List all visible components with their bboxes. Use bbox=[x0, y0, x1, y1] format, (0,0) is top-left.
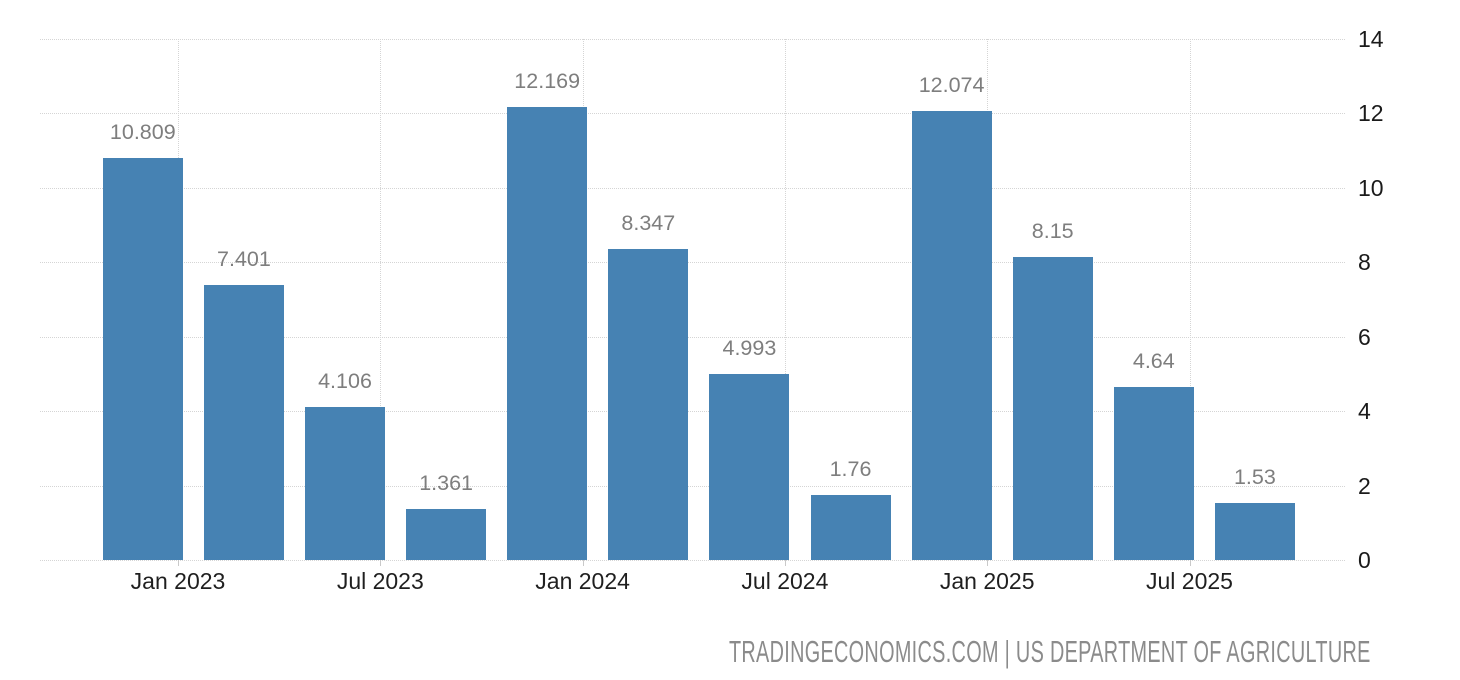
gridline-horizontal bbox=[40, 39, 1345, 40]
gridline-horizontal bbox=[40, 113, 1345, 115]
bar[interactable] bbox=[1012, 256, 1093, 560]
gridline-vertical bbox=[1189, 39, 1191, 560]
bar[interactable] bbox=[507, 107, 588, 560]
x-axis-label: Jan 2025 bbox=[939, 568, 1035, 594]
bar[interactable] bbox=[1113, 387, 1194, 560]
gridline-vertical bbox=[380, 39, 382, 560]
source-attribution: TRADINGECONOMICS.COM | US DEPARTMENT OF … bbox=[729, 634, 1371, 669]
bar[interactable] bbox=[406, 509, 487, 560]
x-axis-tick bbox=[582, 560, 584, 566]
bar[interactable] bbox=[608, 249, 689, 560]
bar[interactable] bbox=[1214, 503, 1295, 560]
y-axis-label: 14 bbox=[1358, 26, 1384, 52]
bar-value-label: 1.361 bbox=[419, 471, 473, 496]
bar[interactable] bbox=[911, 110, 992, 560]
x-axis-tick bbox=[987, 560, 989, 566]
bar-value-label: 10.809 bbox=[109, 119, 176, 144]
gridline-vertical bbox=[784, 39, 786, 560]
bar[interactable] bbox=[709, 374, 790, 560]
bar-value-label: 8.15 bbox=[1031, 218, 1074, 243]
y-axis-label: 2 bbox=[1358, 472, 1371, 499]
gridline-horizontal bbox=[40, 336, 1345, 338]
bar-value-label: 7.401 bbox=[216, 246, 271, 271]
plot-area: 10.809 7.401 4.106 1.361 12.169 8.347 4.993 1.7… bbox=[40, 39, 1345, 566]
x-axis-label: Jan 2023 bbox=[130, 568, 226, 594]
x-axis-tick bbox=[784, 560, 786, 566]
bar-value-label: 12.074 bbox=[918, 72, 985, 97]
y-axis-label: 0 bbox=[1358, 547, 1371, 573]
bar-value-label: 12.169 bbox=[514, 69, 581, 94]
gridline-horizontal bbox=[40, 485, 1345, 487]
gridline-horizontal bbox=[40, 560, 1345, 561]
y-axis-label: 12 bbox=[1358, 100, 1384, 127]
bar-value-label: 1.53 bbox=[1233, 465, 1276, 490]
x-axis-label: Jan 2024 bbox=[535, 568, 630, 594]
bar-value-label: 4.993 bbox=[722, 336, 777, 361]
x-axis-label: Jul 2023 bbox=[336, 568, 424, 594]
bar[interactable] bbox=[203, 284, 284, 560]
gridline-horizontal bbox=[40, 262, 1345, 264]
y-axis-label: 6 bbox=[1358, 323, 1371, 350]
bar[interactable] bbox=[305, 407, 385, 560]
bar-value-label: 1.76 bbox=[829, 456, 872, 481]
gridline-horizontal bbox=[40, 187, 1345, 189]
bar-value-label: 4.106 bbox=[318, 369, 372, 394]
x-axis-label: Jul 2025 bbox=[1146, 568, 1233, 594]
x-axis-label: Jul 2024 bbox=[741, 568, 829, 594]
gridline-horizontal bbox=[40, 411, 1345, 413]
y-axis-label: 4 bbox=[1358, 398, 1371, 425]
x-axis-tick bbox=[1189, 560, 1191, 566]
bar-value-label: 8.347 bbox=[621, 211, 676, 236]
bar-value-label: 4.64 bbox=[1132, 349, 1175, 374]
bar[interactable] bbox=[810, 494, 891, 560]
x-axis-tick bbox=[178, 560, 179, 566]
x-axis-tick bbox=[380, 560, 382, 566]
bar[interactable] bbox=[102, 157, 183, 560]
y-axis-label: 10 bbox=[1358, 174, 1384, 201]
y-axis-label: 8 bbox=[1358, 249, 1371, 276]
